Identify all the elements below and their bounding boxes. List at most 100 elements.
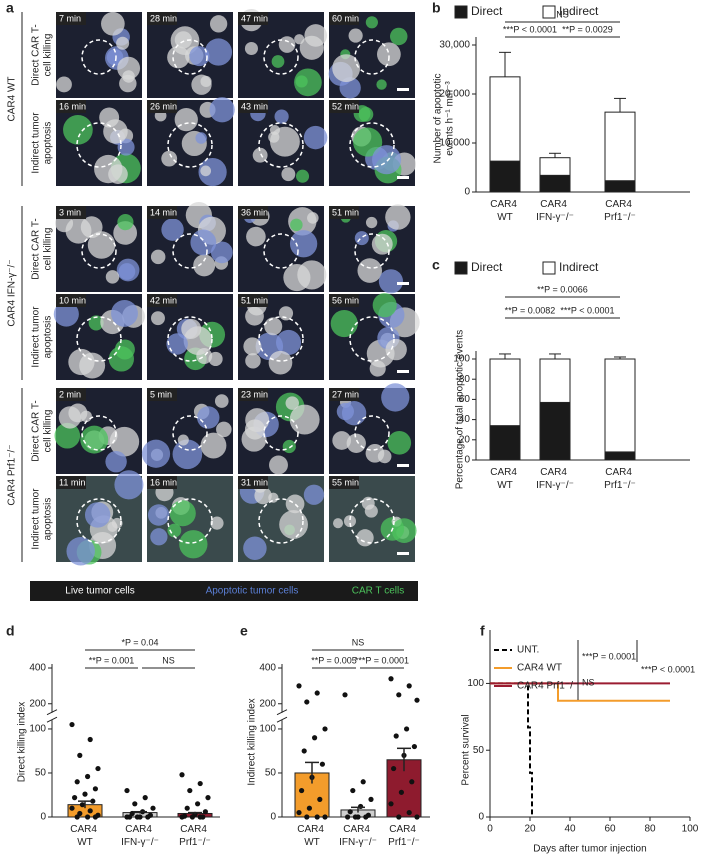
micrograph: 3 min <box>55 206 142 292</box>
cell <box>378 269 404 294</box>
data-point <box>347 809 353 815</box>
cell <box>108 346 134 372</box>
cell <box>99 107 120 128</box>
cell <box>88 315 104 331</box>
micrograph: 36 min <box>238 206 327 292</box>
data-point <box>398 789 404 795</box>
time-bg <box>238 12 268 25</box>
row-label: apoptosis <box>43 122 54 165</box>
x-tick-label: CAR4 Prf1⁻/⁻ <box>604 467 636 491</box>
time-label: 51 min <box>241 295 268 305</box>
data-point <box>404 726 410 732</box>
cell <box>118 263 136 280</box>
data-point <box>150 805 156 811</box>
annotation: NS <box>162 655 175 665</box>
bar-segment <box>489 425 521 461</box>
data-point <box>87 736 93 743</box>
time-bg <box>56 100 86 113</box>
cell <box>372 293 397 318</box>
cell <box>101 11 125 36</box>
cell <box>275 329 302 356</box>
highlight <box>349 498 395 544</box>
data-point <box>358 803 364 810</box>
cell <box>210 516 224 530</box>
cell <box>297 260 327 290</box>
time-bg <box>329 206 359 219</box>
highlight <box>354 233 390 269</box>
cell <box>282 439 296 454</box>
time-bg <box>56 206 86 219</box>
x-tick-label: 60 <box>604 824 616 835</box>
cell <box>216 421 232 438</box>
highlight <box>76 122 122 168</box>
data-point <box>345 814 351 820</box>
legend-label: CAR4 WT <box>517 663 562 674</box>
cell <box>353 127 383 157</box>
data-point <box>352 814 358 820</box>
cell <box>348 28 363 43</box>
data-point <box>184 805 190 811</box>
highlight <box>81 233 117 269</box>
time-bg <box>238 388 268 401</box>
cell <box>66 537 95 566</box>
cell <box>279 510 308 539</box>
cell <box>264 317 283 336</box>
cell <box>390 27 408 46</box>
legend-swatch <box>454 261 468 275</box>
data-point <box>393 733 399 739</box>
axis-break <box>276 716 288 723</box>
cell <box>364 504 378 518</box>
y-tick-label: 20,000 <box>439 89 470 100</box>
data-point <box>312 735 318 741</box>
data-point <box>406 683 412 689</box>
cell <box>56 76 72 93</box>
data-point <box>296 809 302 816</box>
cell <box>191 74 212 95</box>
group-label: CAR4 IFN-γ⁻/⁻ <box>7 259 18 326</box>
cell <box>117 214 134 231</box>
cell <box>381 383 410 412</box>
row-label: Direct CAR T- <box>31 24 42 86</box>
scale-bar <box>397 464 409 467</box>
bar-segment <box>539 157 571 176</box>
y-tick-label: 50 <box>265 768 277 779</box>
cell <box>119 74 137 93</box>
y-axis-label: Percentage of total apoptotic events <box>455 330 466 490</box>
cell <box>304 24 328 47</box>
x-tick-label: CAR4 Prf1⁻/⁻ <box>604 199 636 223</box>
micrograph: 10 min <box>53 294 145 380</box>
cell <box>209 97 235 123</box>
cell <box>269 455 288 475</box>
x-tick-label: CAR4 Prf1⁻/⁻ <box>179 824 211 848</box>
time-bg <box>147 206 177 219</box>
highlight <box>349 122 395 168</box>
data-point <box>82 791 88 797</box>
cell <box>377 42 401 67</box>
legend-label: Direct <box>471 260 503 274</box>
time-bg <box>56 388 86 401</box>
time-label: 47 min <box>241 13 268 23</box>
data-point <box>195 801 201 807</box>
legend-label: Indirect <box>559 260 599 274</box>
cell <box>376 79 387 90</box>
time-label: 10 min <box>59 295 86 305</box>
time-label: 56 min <box>332 295 359 305</box>
time-bg <box>329 12 359 25</box>
axis-break <box>276 709 288 716</box>
cell <box>354 231 369 246</box>
bar-segment <box>489 160 521 193</box>
highlight <box>172 415 208 451</box>
panel-label: e <box>240 623 248 639</box>
highlight <box>258 316 304 362</box>
cell <box>372 145 402 175</box>
legend-swatch <box>454 5 468 19</box>
cell <box>391 518 417 543</box>
cell <box>200 432 227 459</box>
cell <box>80 216 103 239</box>
image-legend: Apoptotic tumor cells <box>206 586 299 597</box>
row-label: apoptosis <box>43 316 54 359</box>
data-point <box>388 801 394 807</box>
image-legend: Live tumor cells <box>65 586 134 597</box>
cell <box>177 434 189 446</box>
annotation: NS <box>582 677 595 687</box>
